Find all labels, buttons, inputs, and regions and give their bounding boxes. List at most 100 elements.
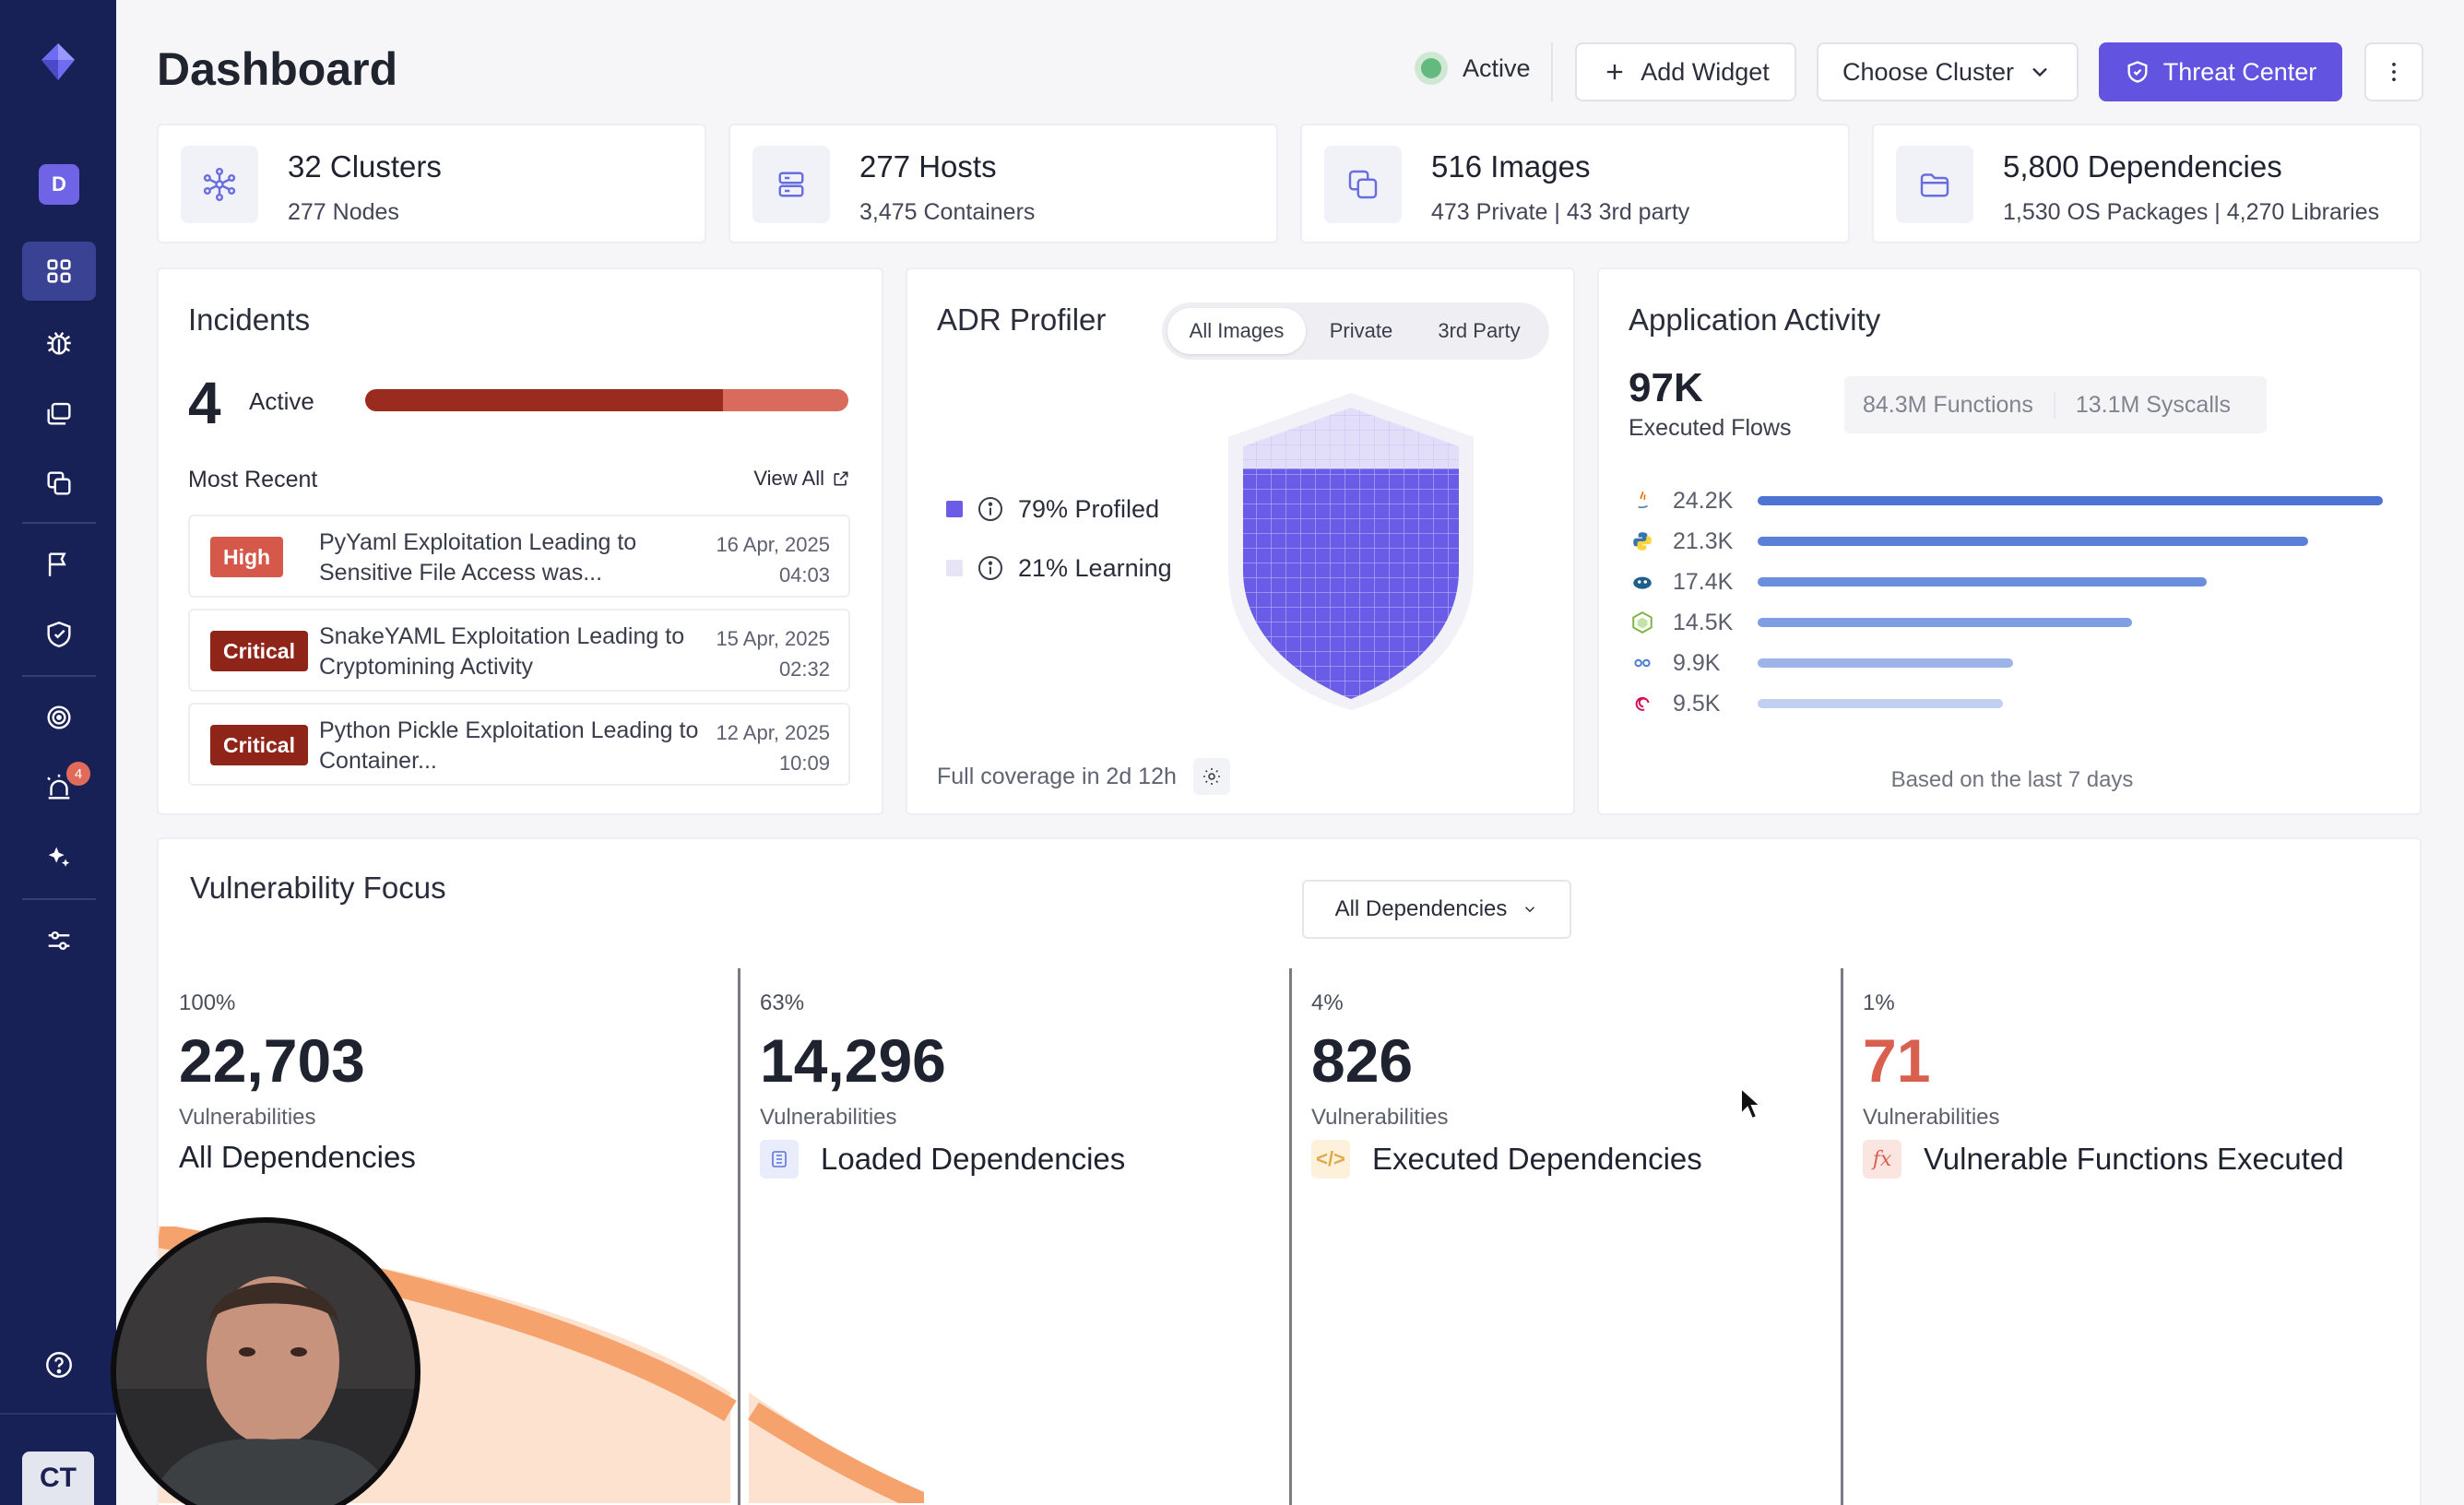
- incident-row[interactable]: High PyYaml Exploitation Leading to Sens…: [188, 515, 850, 598]
- incident-row[interactable]: Critical Python Pickle Exploitation Lead…: [188, 703, 850, 786]
- incident-title: Python Pickle Exploitation Leading to Co…: [319, 717, 699, 774]
- language-row: 14.5K: [1629, 609, 2132, 636]
- severity-badge: Critical: [210, 631, 308, 671]
- vuln-column-functions[interactable]: 1% 71 Vulnerabilities fx Vulnerable Func…: [1842, 968, 2423, 1505]
- tab-3rd-party[interactable]: 3rd Party: [1438, 319, 1521, 342]
- shield-icon: [47, 621, 71, 647]
- presenter-video-icon: [116, 1223, 415, 1505]
- workspace-avatar[interactable]: D: [39, 164, 79, 205]
- threat-center-button[interactable]: Threat Center: [2099, 42, 2342, 101]
- image-filter-toggle: All Images Private 3rd Party: [1162, 302, 1549, 360]
- view-all-link[interactable]: View All: [753, 467, 850, 491]
- add-widget-button[interactable]: Add Widget: [1575, 42, 1796, 101]
- vuln-count: 22,703: [179, 1026, 365, 1095]
- activity-bar: [1758, 537, 2308, 546]
- dotnet-icon: [1629, 649, 1656, 677]
- sidebar-item-policies[interactable]: [22, 605, 96, 664]
- sidebar-item-dependencies[interactable]: [22, 454, 96, 513]
- user-avatar[interactable]: CT: [22, 1452, 94, 1505]
- logo-icon[interactable]: [37, 41, 79, 83]
- language-row: 9.5K: [1629, 690, 2003, 717]
- incident-count-label: Active: [249, 387, 314, 415]
- activity-metrics: 84.3M Functions 13.1M Syscalls: [1844, 376, 2267, 433]
- sidebar-item-reports[interactable]: [22, 535, 96, 594]
- python-icon: [1629, 527, 1656, 555]
- vuln-column-loaded[interactable]: 63% 14,296 Vulnerabilities Loaded Depend…: [740, 968, 1289, 1505]
- vuln-column-executed[interactable]: 4% 826 Vulnerabilities </> Executed Depe…: [1291, 968, 1841, 1505]
- incident-timestamp: 15 Apr, 2025 02:32: [716, 627, 830, 681]
- most-recent-label: Most Recent: [188, 467, 318, 492]
- target-icon: [47, 705, 71, 729]
- info-icon[interactable]: [976, 494, 1005, 524]
- vuln-count: 71: [1863, 1026, 1931, 1095]
- gear-icon[interactable]: [1192, 758, 1230, 795]
- status-label: Active: [1463, 53, 1531, 82]
- sidebar-item-help[interactable]: [22, 1335, 96, 1394]
- nodejs-icon: [1629, 609, 1656, 636]
- incidents-panel: Incidents 4 Active Most Recent View All …: [157, 267, 883, 815]
- panel-title: Incidents: [188, 302, 311, 337]
- language-row: 9.9K: [1629, 649, 2013, 677]
- status-dot-icon: [1415, 52, 1448, 85]
- tab-all-images[interactable]: All Images: [1167, 308, 1306, 354]
- functions-count: 84.3M Functions: [1844, 391, 2055, 419]
- flag-icon: [48, 552, 66, 576]
- sidebar-item-targets[interactable]: [22, 688, 96, 747]
- info-icon[interactable]: [976, 553, 1005, 583]
- external-link-icon: [834, 471, 848, 486]
- activity-bar: [1758, 577, 2207, 587]
- choose-cluster-dropdown[interactable]: Choose Cluster: [1817, 42, 2079, 101]
- sidebar-item-incidents[interactable]: [22, 314, 96, 373]
- activity-bar: [1758, 496, 2383, 505]
- panel-title: Vulnerability Focus: [190, 871, 446, 905]
- activity-bar: [1758, 699, 2003, 708]
- vuln-count: 826: [1311, 1026, 1414, 1095]
- incident-timestamp: 16 Apr, 2025 04:03: [716, 533, 830, 587]
- executed-flows-count: 97K: [1629, 365, 1703, 410]
- incident-title: PyYaml Exploitation Leading to Sensitive…: [319, 529, 637, 586]
- bug-icon: [47, 331, 71, 355]
- stat-title: 5,800 Dependencies: [2003, 149, 2282, 184]
- incident-timestamp: 12 Apr, 2025 10:09: [716, 721, 830, 775]
- stat-subtitle: 3,475 Containers: [859, 199, 1036, 225]
- stat-title: 516 Images: [1431, 149, 1591, 184]
- severity-badge: Critical: [210, 725, 308, 765]
- sidebar-item-images[interactable]: [22, 384, 96, 443]
- severity-badge: High: [210, 537, 284, 577]
- incident-row[interactable]: Critical SnakeYAML Exploitation Leading …: [188, 609, 850, 692]
- sidebar-item-dashboard[interactable]: [22, 242, 96, 301]
- incident-title: SnakeYAML Exploitation Leading to Crypto…: [319, 623, 685, 680]
- stat-title: 277 Hosts: [859, 149, 997, 184]
- vuln-column-all[interactable]: 100% 22,703 Vulnerabilities All Dependen…: [179, 990, 416, 1174]
- chevron-down-icon: [1525, 907, 1535, 913]
- coverage-shield-graphic: [1228, 393, 1474, 710]
- chevron-down-icon: [2032, 67, 2047, 77]
- stat-card-hosts[interactable]: 277 Hosts 3,475 Containers: [729, 124, 1278, 243]
- go-icon: [1629, 568, 1656, 596]
- mouse-cursor-icon: [1740, 1086, 1763, 1120]
- activity-bar: [1758, 618, 2132, 627]
- stat-card-clusters[interactable]: 32 Clusters 277 Nodes: [157, 124, 706, 243]
- more-options-button[interactable]: [2364, 42, 2423, 101]
- choose-cluster-label: Choose Cluster: [1842, 57, 2015, 86]
- view-all-label: View All: [753, 467, 824, 490]
- vuln-category-name: </> Executed Dependencies: [1311, 1140, 1702, 1179]
- legend-learning: 21% Learning: [946, 553, 1172, 583]
- kebab-menu-icon: [2392, 62, 2396, 82]
- folder-icon: [1896, 146, 1973, 223]
- panel-title: ADR Profiler: [937, 302, 1107, 337]
- sidebar-item-settings[interactable]: [22, 911, 96, 970]
- stat-card-dependencies[interactable]: 5,800 Dependencies 1,530 OS Packages | 4…: [1872, 124, 2422, 243]
- webcam-overlay: [111, 1217, 421, 1505]
- sliders-icon: [48, 931, 70, 950]
- cluster-icon: [181, 146, 258, 223]
- add-widget-label: Add Widget: [1641, 57, 1770, 86]
- vuln-category-name: fx Vulnerable Functions Executed: [1863, 1140, 2344, 1179]
- vulnerability-focus-panel: Vulnerability Focus All Dependencies 100…: [157, 837, 2422, 1505]
- tab-private[interactable]: Private: [1329, 319, 1393, 342]
- dependency-filter-dropdown[interactable]: All Dependencies: [1302, 880, 1571, 939]
- stat-card-images[interactable]: 516 Images 473 Private | 43 3rd party: [1300, 124, 1850, 243]
- code-icon: </>: [1311, 1140, 1350, 1179]
- vuln-category-name: All Dependencies: [179, 1140, 416, 1174]
- sidebar-item-ai[interactable]: [22, 828, 96, 887]
